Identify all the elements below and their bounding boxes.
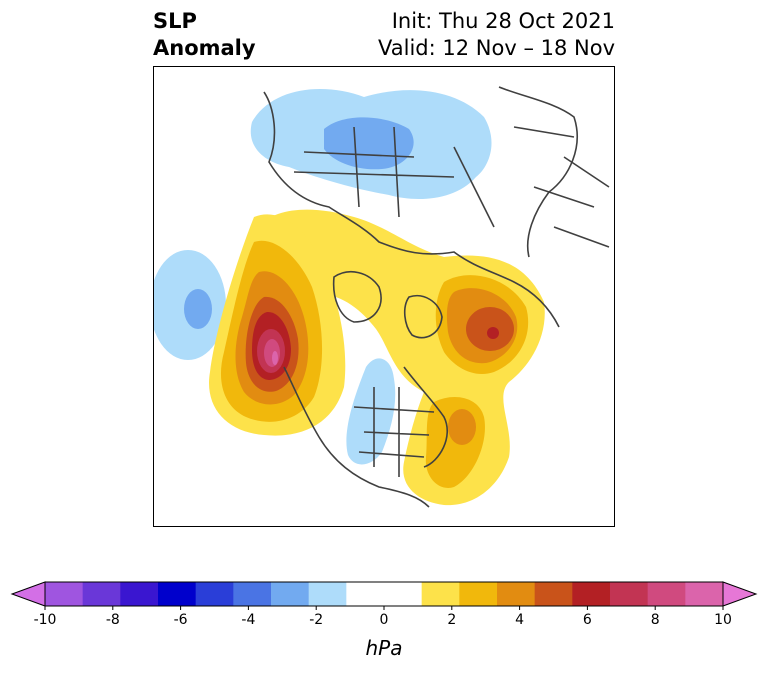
colorbar-box [195,582,234,606]
colorbar-box [158,582,197,606]
colorbar-tick-label: -4 [241,612,256,628]
colorbar-extend-min [10,581,46,607]
colorbar-box [120,582,159,606]
colorbar-box [384,582,423,606]
colorbar-box [82,582,121,606]
negative-anomaly-pacific-core [184,289,212,329]
colorbar-box [534,582,573,606]
colorbar [0,570,768,665]
colorbar-extend-max [722,581,758,607]
init-date: Init: Thu 28 Oct 2021 [391,9,615,33]
colorbar-box [45,582,84,606]
positive-anomaly-east-coast-mid [448,409,476,445]
anomaly-map [154,86,610,508]
chart-title-variable: SLP Anomaly [153,8,256,62]
colorbar-tick-label: 10 [714,612,732,628]
colorbar-box [233,582,272,606]
colorbar-tick-label: -8 [105,612,120,628]
colorbar-tick-label: 0 [379,612,389,628]
colorbar-tick-label: 6 [582,612,592,628]
colorbar-box [271,582,310,606]
negative-anomaly-america [346,358,396,465]
positive-anomaly-pacific-band7 [264,339,280,367]
title-kind: Anomaly [153,36,256,60]
colorbar-tick-label: -10 [33,612,57,628]
colorbar-tick-label: 4 [515,612,525,628]
colorbar-box [572,582,611,606]
title-variable: SLP [153,9,197,33]
positive-anomaly-pacific-peak [272,351,278,365]
colorbar-graphic [10,581,758,610]
map-panel [153,66,615,527]
colorbar-tick-label: -2 [309,612,324,628]
positive-anomaly-greenland-peak [487,327,499,339]
colorbar-box [610,582,649,606]
chart-title-dates: Init: Thu 28 Oct 2021 Valid: 12 Nov – 18… [378,8,615,62]
colorbar-box [421,582,460,606]
coastlines [263,86,610,508]
colorbar-tick-label: 8 [650,612,660,628]
colorbar-unit-label: hPa [365,636,403,660]
colorbar-box [497,582,536,606]
valid-range: Valid: 12 Nov – 18 Nov [378,36,615,60]
colorbar-box [346,582,385,606]
colorbar-box [647,582,686,606]
colorbar-tick-label: 2 [447,612,457,628]
colorbar-box [308,582,347,606]
colorbar-box [685,582,724,606]
colorbar-tick-label: -6 [173,612,188,628]
colorbar-box [459,582,498,606]
